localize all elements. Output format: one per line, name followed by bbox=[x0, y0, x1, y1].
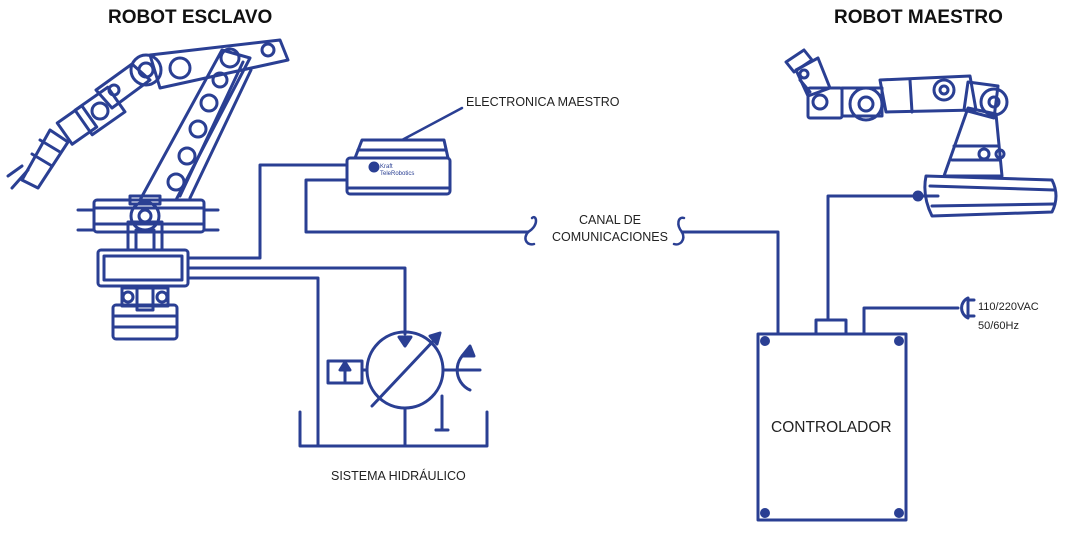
hydraulic-system-label: SISTEMA HIDRÁULICO bbox=[331, 469, 466, 483]
master-electronics-label: ELECTRONICA MAESTRO bbox=[466, 95, 620, 109]
slave-robot-title: ROBOT ESCLAVO bbox=[108, 7, 273, 28]
device-brand-line2: TeleRobotics bbox=[380, 171, 414, 177]
comm-channel-line1: CANAL DE bbox=[578, 213, 642, 227]
master-electronics-box bbox=[345, 138, 452, 196]
controller-box bbox=[756, 318, 908, 522]
power-voltage-label: 110/220VAC bbox=[978, 301, 1039, 313]
hydraulic-system-schematic bbox=[186, 266, 489, 448]
power-frequency-label: 50/60Hz bbox=[978, 320, 1019, 332]
slave-robot-illustration bbox=[6, 38, 290, 341]
device-brand-line1: Kraft bbox=[380, 164, 393, 170]
master-robot-illustration bbox=[784, 48, 1058, 218]
controller-label: CONTROLADOR bbox=[771, 419, 892, 436]
power-plug-icon bbox=[960, 296, 976, 320]
comm-channel-line2: COMUNICACIONES bbox=[552, 230, 668, 244]
comm-channel-label: CANAL DE COMUNICACIONES bbox=[540, 213, 680, 244]
master-robot-title: ROBOT MAESTRO bbox=[834, 7, 1003, 28]
